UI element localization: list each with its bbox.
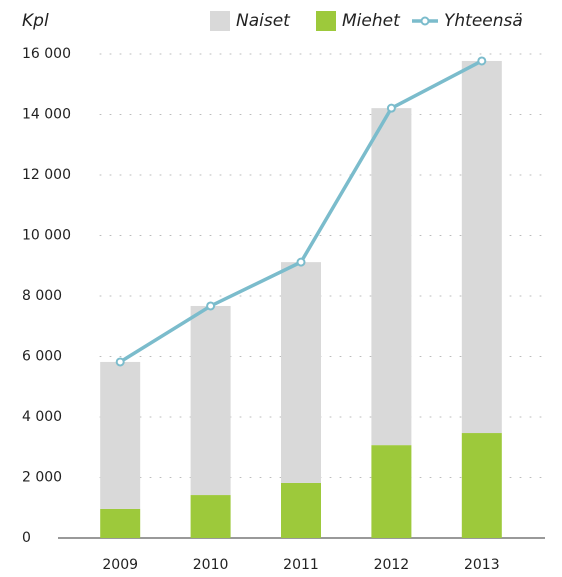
y-tick-label: 12 000 (22, 167, 71, 183)
bar (371, 108, 412, 446)
legend-swatch (210, 11, 230, 31)
x-tick-label: 2011 (283, 557, 319, 573)
x-tick-label: 2012 (374, 557, 410, 573)
point (296, 257, 306, 267)
legend-swatch (420, 16, 430, 26)
y-tick-label: 16 000 (22, 46, 71, 62)
y-tick-label: 10 000 (22, 228, 71, 244)
bar (100, 508, 141, 538)
y-tick-label: 6 000 (22, 349, 62, 365)
bar (281, 482, 321, 538)
y-axis-label: Kpl (22, 11, 49, 31)
point (115, 357, 125, 367)
legend-label: Miehet (342, 11, 401, 31)
y-tick-label: 4 000 (22, 409, 62, 425)
y-tick-label: 2 000 (22, 470, 62, 486)
point (206, 301, 216, 311)
point (477, 56, 487, 66)
x-tick-label: 2013 (464, 557, 500, 573)
bar (371, 445, 412, 538)
y-tick-label: 0 (22, 530, 31, 546)
legend-label: Yhteensä (444, 11, 523, 31)
x-tick-label: 2010 (193, 557, 229, 573)
bar (190, 495, 231, 538)
point (386, 103, 396, 113)
x-tick-label: 2009 (102, 557, 138, 573)
bar (461, 60, 502, 434)
bar (461, 433, 502, 538)
legend-label: Naiset (236, 11, 291, 31)
bar (190, 305, 231, 496)
bar (281, 262, 321, 483)
legend-swatch (316, 11, 336, 31)
y-tick-label: 14 000 (22, 107, 71, 123)
y-tick-label: 8 000 (22, 288, 62, 304)
bar (100, 361, 141, 509)
